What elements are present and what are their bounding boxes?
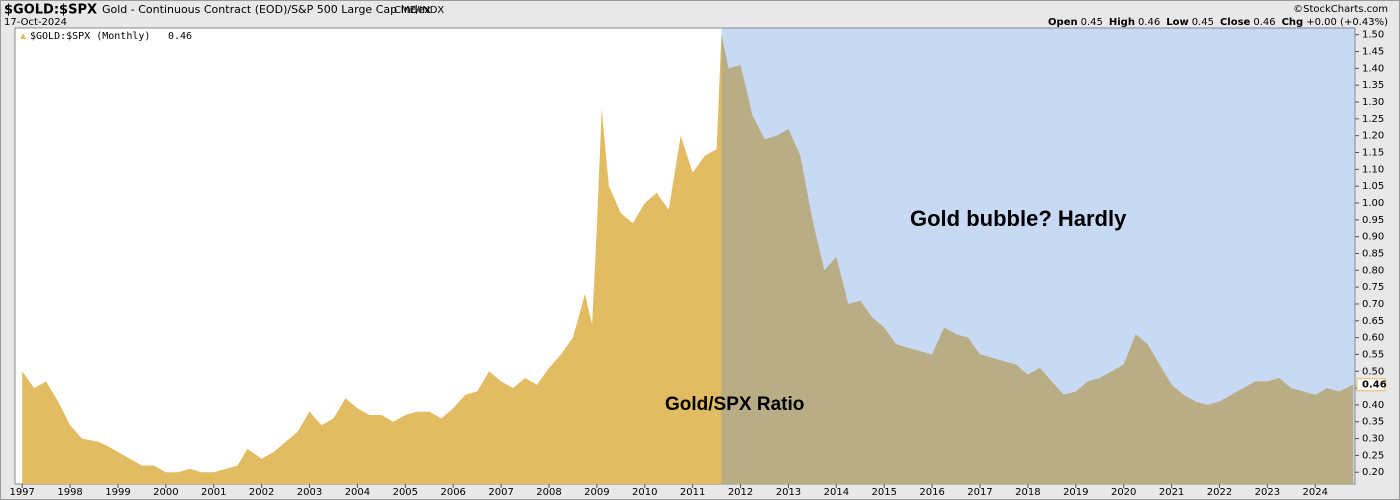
legend-value: 0.46: [168, 31, 192, 42]
marks: [22, 28, 1355, 484]
quote-label: Close: [1220, 17, 1251, 28]
y-tick-label: 0.90: [1362, 232, 1384, 243]
x-tick-label: 2022: [1207, 487, 1232, 498]
x-tick-label: 2020: [1111, 487, 1136, 498]
x-tick-label: 2000: [153, 487, 178, 498]
quote-label: Low: [1166, 17, 1188, 28]
x-tick-label: 2001: [201, 487, 226, 498]
y-tick-label: 1.45: [1362, 47, 1384, 58]
x-tick-label: 2013: [776, 487, 801, 498]
y-tick-label: 0.55: [1362, 349, 1384, 360]
x-tick-label: 2021: [1159, 487, 1184, 498]
quote-label: Open: [1048, 17, 1078, 28]
y-tick-label: 0.60: [1362, 333, 1384, 344]
y-tick-label: 0.95: [1362, 215, 1384, 226]
y-tick-label: 1.05: [1362, 181, 1384, 192]
quote-label: Chg: [1282, 17, 1304, 28]
legend-swatch: [20, 33, 26, 39]
x-tick-label: 2008: [536, 487, 561, 498]
quote-value: 0.46: [1253, 17, 1275, 28]
x-tick-label: 2011: [680, 487, 705, 498]
x-tick-label: 2015: [872, 487, 897, 498]
y-tick-label: 0.65: [1362, 316, 1384, 327]
y-tick-label: 1.35: [1362, 80, 1384, 91]
symbol: $GOLD:$SPX: [4, 3, 97, 18]
y-tick-label: 1.50: [1362, 30, 1384, 41]
x-tick-label: 2016: [919, 487, 944, 498]
x-tick-label: 2010: [632, 487, 657, 498]
y-tick-label: 1.40: [1362, 63, 1384, 74]
x-tick-label: 2012: [728, 487, 753, 498]
x-tick-label: 1998: [57, 487, 82, 498]
quote-value: +0.00 (+0.43%): [1306, 17, 1388, 28]
quote: Open 0.45 High 0.46 Low 0.45 Close 0.46 Chg +0.00…: [1048, 17, 1388, 28]
y-tick-label: 0.30: [1362, 434, 1384, 445]
x-tick-label: 1999: [105, 487, 130, 498]
x-tick-label: 2003: [297, 487, 322, 498]
y-tick-label: 0.75: [1362, 282, 1384, 293]
y-tick-label: 0.80: [1362, 265, 1384, 276]
y-tick-label: 0.20: [1362, 467, 1384, 478]
y-tick-label: 0.35: [1362, 417, 1384, 428]
credit: ©StockCharts.com: [1293, 4, 1388, 15]
last-value-tag: [1356, 378, 1386, 392]
last-value-label: 0.46: [1362, 380, 1387, 391]
x-tick-label: 2007: [488, 487, 513, 498]
annotation: Gold/SPX Ratio: [665, 394, 804, 415]
description: Gold - Continuous Contract (EOD)/S&P 500…: [102, 3, 431, 16]
area: [22, 34, 1354, 484]
y-tick-label: 1.10: [1362, 164, 1384, 175]
y-tick-label: 0.50: [1362, 366, 1384, 377]
y-tick-label: 0.25: [1362, 450, 1384, 461]
x-tick-label: 2004: [345, 487, 370, 498]
y-tick-label: 1.30: [1362, 97, 1384, 108]
x-tick-label: 2018: [1015, 487, 1040, 498]
y-tick-label: 1.00: [1362, 198, 1384, 209]
y-tick-label: 0.70: [1362, 299, 1384, 310]
x-tick-label: 2024: [1303, 487, 1328, 498]
x-tick-label: 2005: [393, 487, 418, 498]
exchange: CME/INDX: [394, 5, 444, 16]
annotation: Gold bubble? Hardly: [910, 206, 1127, 231]
y-tick-label: 1.25: [1362, 114, 1384, 125]
quote-value: 0.46: [1138, 17, 1160, 28]
y-tick-label: 1.20: [1362, 131, 1384, 142]
date: 17-Oct-2024: [4, 17, 67, 28]
x-tick-label: 2023: [1255, 487, 1280, 498]
x-tick-label: 2006: [440, 487, 465, 498]
quote-value: 0.45: [1081, 17, 1103, 28]
y-tick-label: 1.15: [1362, 148, 1384, 159]
x-tick-label: 2019: [1063, 487, 1088, 498]
y-tick-label: 0.40: [1362, 400, 1384, 411]
y-tick-label: 0.85: [1362, 248, 1384, 259]
x-tick-label: 1997: [9, 487, 34, 498]
x-tick-label: 2017: [967, 487, 992, 498]
x-tick-label: 2009: [584, 487, 609, 498]
x-tick-label: 2014: [824, 487, 849, 498]
x-tick-label: 2002: [249, 487, 274, 498]
quote-value: 0.45: [1192, 17, 1214, 28]
quote-label: High: [1109, 17, 1135, 28]
legend-box: [17, 30, 189, 42]
legend-label: $GOLD:$SPX (Monthly): [30, 31, 150, 42]
